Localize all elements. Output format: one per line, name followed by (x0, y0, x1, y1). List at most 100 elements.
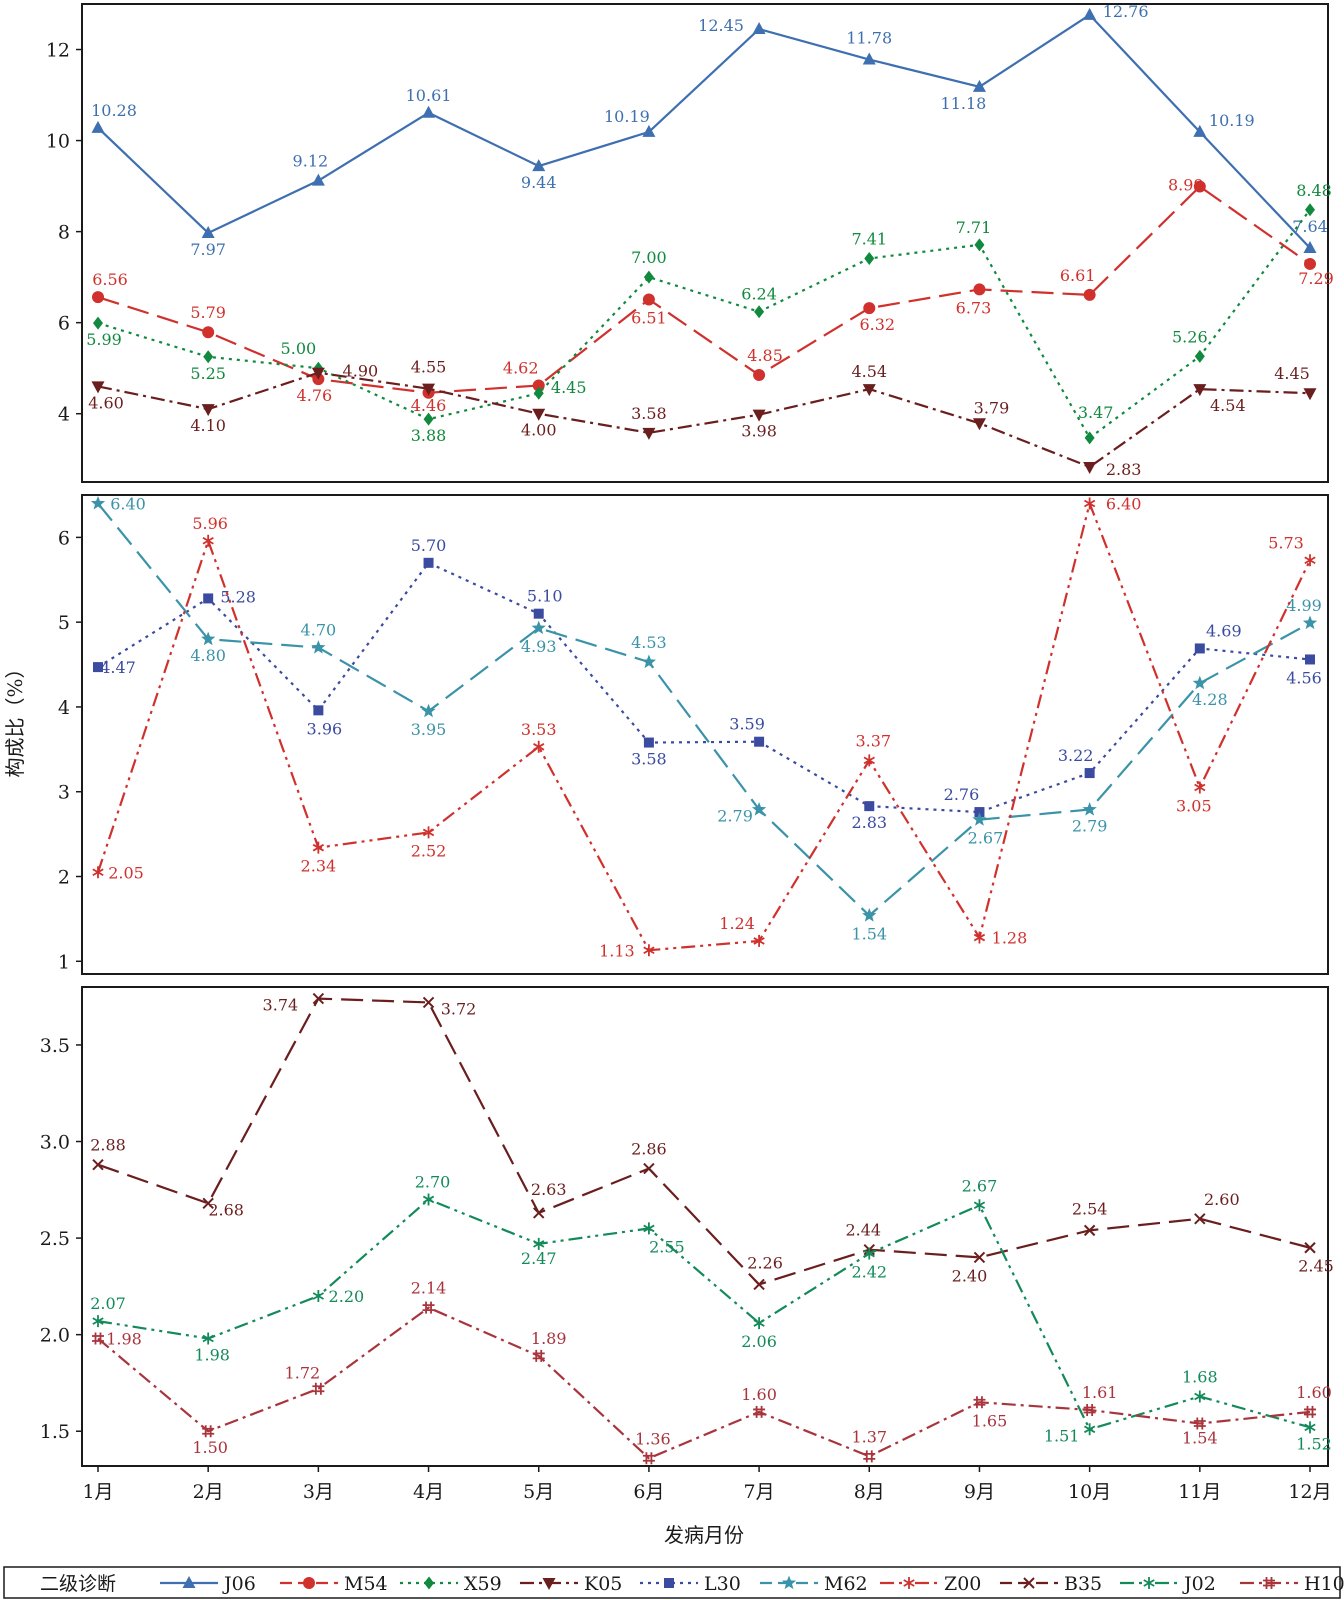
legend-item-H10: H10 (1240, 1573, 1344, 1595)
series-Z00: 2.05 5.96 2.34 2.52 3.53 1.13 1.24 3.37 1.28 6.40… (92, 494, 1316, 960)
data-point (642, 1452, 655, 1465)
x-tick-label: 9月 (964, 1481, 995, 1503)
data-point (862, 908, 877, 922)
data-point (1083, 7, 1097, 20)
data-label: 4.54 (1210, 396, 1246, 415)
data-label: 2.42 (851, 1263, 887, 1282)
data-point (1304, 257, 1316, 270)
data-point (974, 807, 985, 818)
data-point (972, 79, 986, 92)
series-line-J06 (97, 13, 1311, 249)
data-point (311, 367, 325, 380)
x-axis-label: 发病月份 (664, 1523, 744, 1547)
y-tick-label: 12 (46, 40, 70, 62)
data-point (421, 703, 436, 718)
data-point (1304, 1242, 1316, 1254)
data-point (973, 1199, 986, 1212)
data-point (642, 427, 656, 440)
data-point (423, 412, 434, 426)
data-label: 2.86 (631, 1140, 667, 1159)
legend-item-K05: K05 (520, 1573, 622, 1595)
data-point (641, 654, 657, 669)
data-point (201, 631, 216, 646)
legend-frame (3, 1566, 1341, 1599)
data-label: 1.28 (992, 929, 1028, 948)
data-point (1194, 1213, 1206, 1225)
panel-1: 468101210.287.979.1210.619.4410.1912.451… (46, 2, 1334, 483)
data-label: 2.07 (90, 1294, 126, 1313)
data-point (1083, 1423, 1096, 1436)
data-label: 4.10 (190, 416, 226, 435)
legend-label: Z00 (944, 1573, 981, 1595)
data-label: 12.45 (698, 16, 744, 35)
data-label: 4.45 (1274, 364, 1310, 383)
data-point (532, 1349, 545, 1362)
data-label: 4.70 (301, 621, 337, 640)
data-point (863, 302, 876, 315)
data-label: 10.61 (406, 86, 452, 105)
data-point (643, 737, 654, 748)
data-point (202, 326, 215, 339)
data-point (1083, 1403, 1096, 1416)
data-label: 3.58 (631, 404, 667, 423)
data-label: 4.76 (297, 386, 333, 405)
data-label: 4.47 (100, 658, 136, 677)
data-label: 7.71 (956, 218, 992, 237)
data-label: 1.98 (194, 1346, 230, 1365)
legend-marker (1143, 1577, 1155, 1589)
data-label: 11.18 (941, 94, 987, 113)
data-point (972, 418, 986, 431)
data-label: 7.41 (851, 229, 887, 248)
series-J06: 10.28 7.97 9.12 10.61 9.44 10.19 12.45 11.78 11.… (91, 2, 1328, 259)
data-point (202, 534, 214, 547)
panel-3: 1.52.02.53.03.52.882.683.74 3.722.632.862… (40, 986, 1334, 1467)
data-point (201, 404, 215, 417)
legend-marker (1263, 1577, 1275, 1589)
data-label: 2.76 (944, 785, 980, 804)
data-point (752, 22, 766, 35)
data-label: 5.99 (86, 330, 122, 349)
data-label: 1.54 (851, 925, 887, 944)
data-point (643, 944, 655, 957)
data-label: 7.29 (1298, 269, 1334, 288)
data-point (203, 350, 214, 364)
data-point (202, 1425, 215, 1438)
data-label: 3.58 (631, 750, 667, 769)
data-label: 2.67 (968, 829, 1004, 848)
data-point (753, 1317, 765, 1330)
data-label: 5.28 (220, 587, 256, 606)
x-axis: 1月 2月 3月 4月 5月 6月 7月 8月 9月 10月 11月 12月 (82, 1466, 1332, 1503)
data-point (93, 662, 103, 673)
data-label: 9.12 (293, 152, 329, 171)
data-label: 4.99 (1286, 596, 1322, 615)
data-point (754, 305, 765, 319)
data-label: 4.56 (1286, 668, 1322, 687)
data-label: 6.40 (110, 494, 146, 513)
data-label: 1.37 (851, 1427, 887, 1446)
series-B35: 2.88 2.68 3.74 3.72 2.63 2.86 2.26 2.44 2.40 2.54… (90, 992, 1334, 1291)
legend-item-L30: L30 (640, 1573, 741, 1595)
data-label: 2.67 (962, 1176, 998, 1195)
data-point (1194, 781, 1206, 794)
data-point (753, 369, 766, 382)
legend: 二级诊断 J06 M54 X59 K05 L30 M62 Z00 B35 J02 H10 (3, 1566, 1344, 1599)
data-point (1304, 1421, 1316, 1434)
data-label: 1.60 (741, 1385, 777, 1404)
data-label: 3.47 (1078, 403, 1114, 422)
data-point (972, 812, 987, 826)
data-point (753, 1405, 766, 1418)
data-label: 3.05 (1176, 796, 1212, 815)
data-label: 4.62 (503, 358, 539, 377)
legend-label: J02 (1182, 1573, 1216, 1595)
data-point (752, 409, 766, 422)
x-tick-label: 4月 (413, 1481, 444, 1503)
series-H10: 1.98 1.50 1.72 2.14 1.89 1.36 1.60 1.37 1.65 1.61… (92, 1279, 1332, 1465)
data-point (1194, 1390, 1206, 1403)
legend-marker (182, 1576, 196, 1588)
legend-label: J06 (222, 1573, 256, 1595)
legend-marker (542, 1578, 556, 1590)
series-M62: 6.40 4.80 4.70 3.95 4.93 4.53 2.79 1.54 2.67 2.79… (90, 494, 1322, 944)
data-point (422, 383, 436, 396)
data-label: 5.00 (281, 339, 317, 358)
